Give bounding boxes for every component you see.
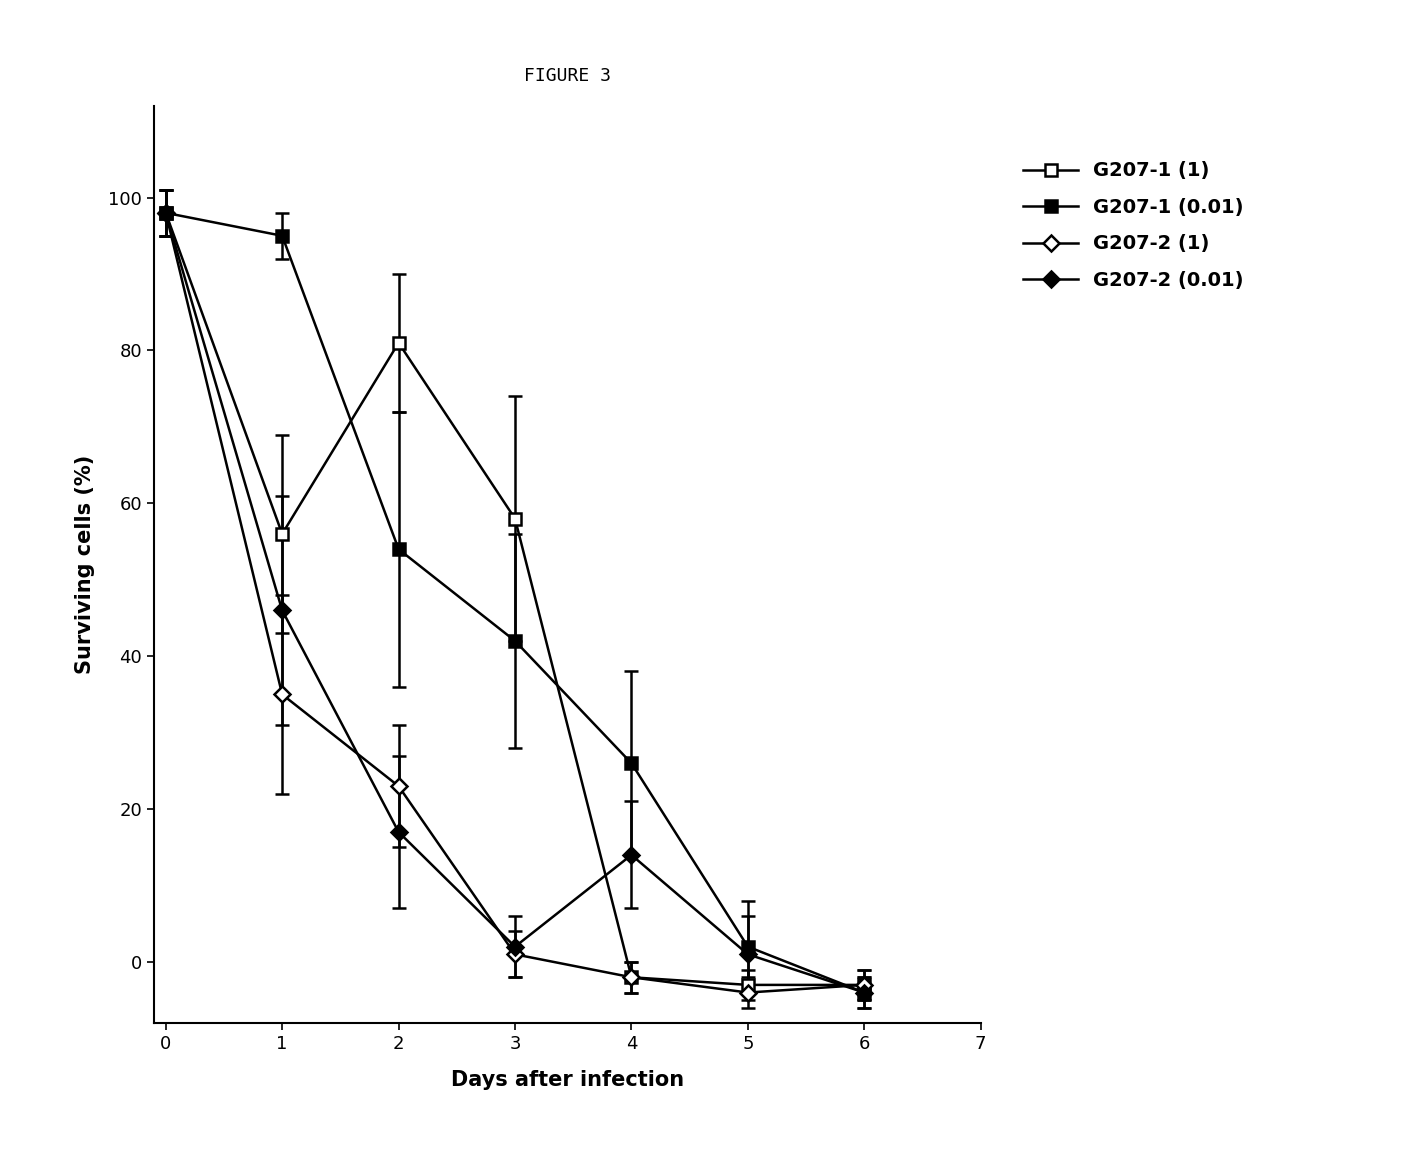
Legend: G207-1 (1), G207-1 (0.01), G207-2 (1), G207-2 (0.01): G207-1 (1), G207-1 (0.01), G207-2 (1), G… — [1024, 161, 1244, 290]
Y-axis label: Surviving cells (%): Surviving cells (%) — [74, 455, 94, 674]
X-axis label: Days after infection: Days after infection — [451, 1070, 684, 1090]
Title: FIGURE 3: FIGURE 3 — [524, 67, 611, 85]
